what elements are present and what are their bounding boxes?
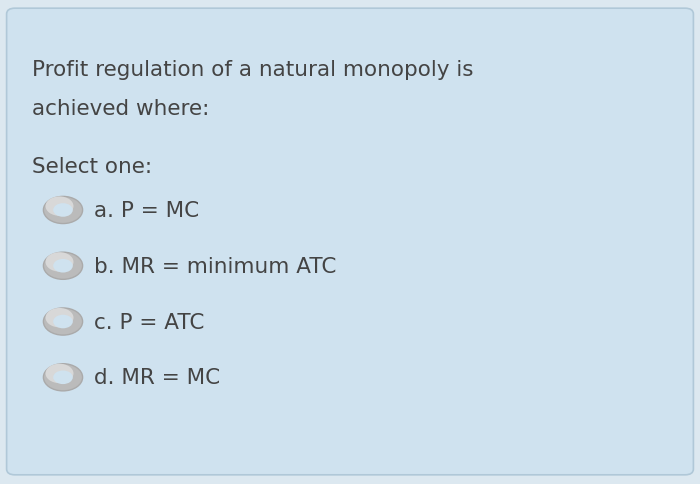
Text: b. MR = minimum ATC: b. MR = minimum ATC — [94, 256, 337, 276]
Circle shape — [53, 371, 73, 384]
Text: d. MR = MC: d. MR = MC — [94, 367, 220, 388]
Circle shape — [43, 308, 83, 335]
Circle shape — [53, 204, 73, 217]
Text: achieved where:: achieved where: — [32, 99, 209, 119]
Text: a. P = MC: a. P = MC — [94, 200, 199, 221]
FancyBboxPatch shape — [6, 9, 694, 475]
Text: c. P = ATC: c. P = ATC — [94, 312, 205, 332]
Circle shape — [43, 253, 83, 280]
Circle shape — [46, 308, 74, 328]
Circle shape — [46, 197, 74, 216]
Circle shape — [46, 253, 74, 272]
Text: Select one:: Select one: — [32, 157, 152, 177]
Circle shape — [46, 364, 74, 383]
Circle shape — [53, 259, 73, 273]
Text: Profit regulation of a natural monopoly is: Profit regulation of a natural monopoly … — [32, 60, 473, 80]
Circle shape — [43, 197, 83, 224]
Circle shape — [43, 364, 83, 391]
Circle shape — [53, 315, 73, 329]
